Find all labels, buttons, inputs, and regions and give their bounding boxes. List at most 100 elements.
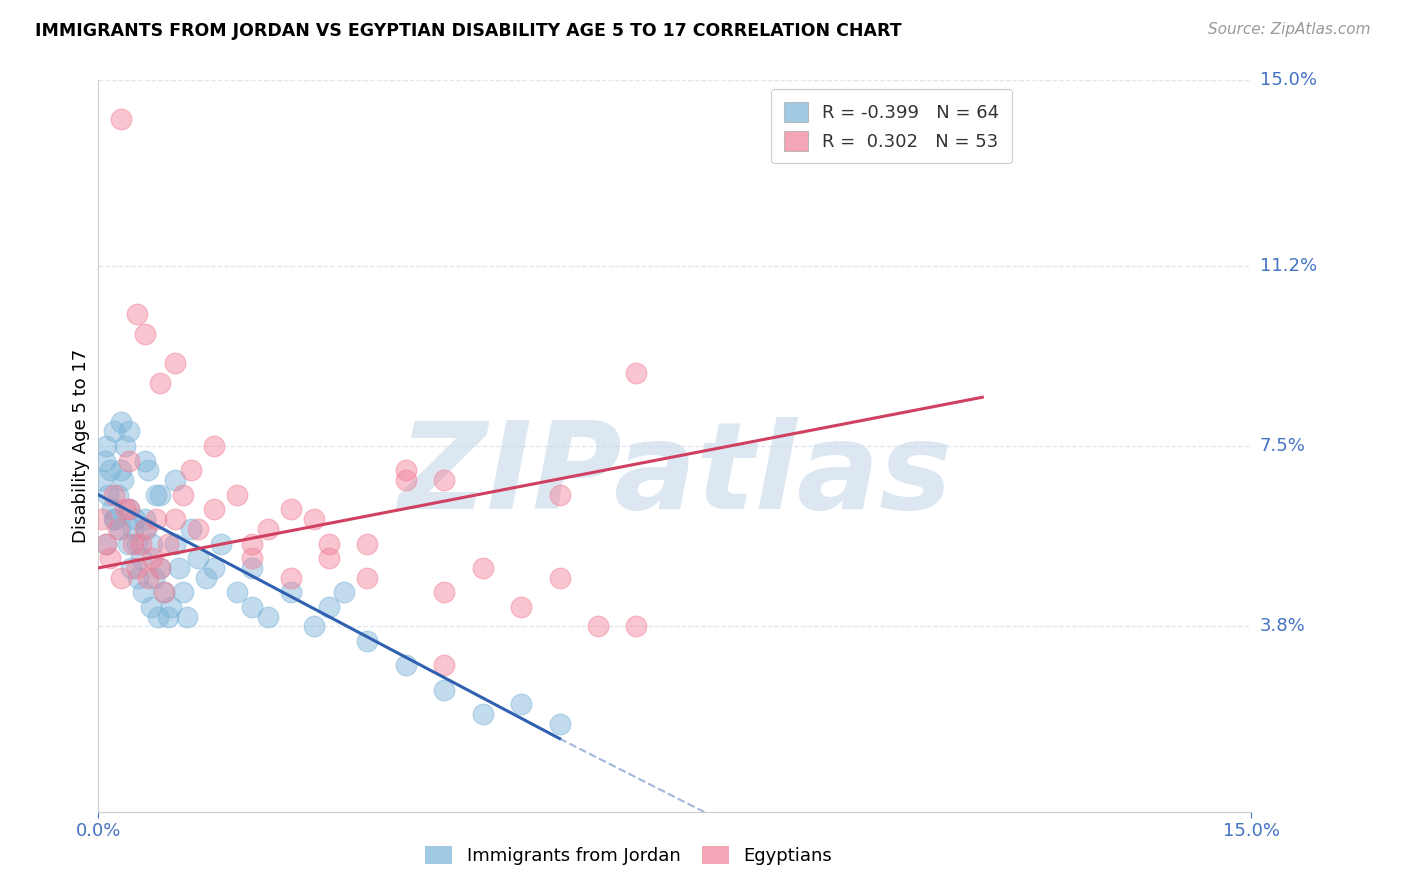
Point xyxy=(107,522,129,536)
Point xyxy=(152,585,174,599)
Point xyxy=(433,585,456,599)
Point xyxy=(225,488,247,502)
Point xyxy=(356,536,378,550)
Point xyxy=(132,585,155,599)
Point xyxy=(471,561,494,575)
Point xyxy=(103,512,125,526)
Point xyxy=(240,561,263,575)
Point xyxy=(240,551,263,566)
Point xyxy=(165,512,187,526)
Point xyxy=(118,453,141,467)
Point xyxy=(280,502,302,516)
Point xyxy=(103,425,125,439)
Point xyxy=(240,536,263,550)
Point xyxy=(209,536,232,550)
Point xyxy=(152,585,174,599)
Point xyxy=(149,488,172,502)
Point xyxy=(156,536,179,550)
Point xyxy=(129,536,152,550)
Point xyxy=(91,473,114,487)
Point xyxy=(93,453,115,467)
Point xyxy=(110,112,132,127)
Point xyxy=(318,536,340,550)
Point xyxy=(104,512,127,526)
Point xyxy=(176,609,198,624)
Point xyxy=(139,599,162,614)
Point xyxy=(107,488,129,502)
Text: 7.5%: 7.5% xyxy=(1260,437,1306,455)
Point xyxy=(280,571,302,585)
Point xyxy=(586,619,609,633)
Point xyxy=(135,522,157,536)
Point xyxy=(318,599,340,614)
Point xyxy=(124,512,146,526)
Point xyxy=(141,536,163,550)
Point xyxy=(548,488,571,502)
Point xyxy=(120,561,142,575)
Point xyxy=(94,536,117,550)
Point xyxy=(110,463,132,477)
Point xyxy=(626,619,648,633)
Point xyxy=(134,453,156,467)
Point xyxy=(118,425,141,439)
Point xyxy=(148,609,170,624)
Point xyxy=(356,634,378,648)
Point xyxy=(118,502,141,516)
Point xyxy=(149,376,172,390)
Point xyxy=(125,561,148,575)
Point xyxy=(256,609,278,624)
Point xyxy=(98,463,121,477)
Point xyxy=(202,561,225,575)
Point xyxy=(114,439,136,453)
Point xyxy=(318,551,340,566)
Point xyxy=(202,439,225,453)
Point xyxy=(165,473,187,487)
Point xyxy=(149,561,172,575)
Point xyxy=(333,585,356,599)
Point xyxy=(165,356,187,370)
Text: Source: ZipAtlas.com: Source: ZipAtlas.com xyxy=(1208,22,1371,37)
Point xyxy=(202,502,225,516)
Point xyxy=(110,571,132,585)
Point xyxy=(356,571,378,585)
Point xyxy=(433,658,456,673)
Point xyxy=(548,717,571,731)
Point xyxy=(91,512,114,526)
Point xyxy=(165,536,187,550)
Point xyxy=(134,512,156,526)
Point xyxy=(167,561,190,575)
Point xyxy=(548,571,571,585)
Point xyxy=(110,415,132,429)
Text: 15.0%: 15.0% xyxy=(1260,71,1316,89)
Point xyxy=(108,522,131,536)
Point xyxy=(114,502,136,516)
Point xyxy=(129,551,152,566)
Y-axis label: Disability Age 5 to 17: Disability Age 5 to 17 xyxy=(72,349,90,543)
Text: 3.8%: 3.8% xyxy=(1260,617,1305,635)
Point xyxy=(510,698,533,712)
Point xyxy=(433,682,456,697)
Point xyxy=(117,536,139,550)
Point xyxy=(280,585,302,599)
Point xyxy=(471,707,494,722)
Text: IMMIGRANTS FROM JORDAN VS EGYPTIAN DISABILITY AGE 5 TO 17 CORRELATION CHART: IMMIGRANTS FROM JORDAN VS EGYPTIAN DISAB… xyxy=(35,22,901,40)
Point xyxy=(111,473,134,487)
Point xyxy=(138,571,160,585)
Point xyxy=(180,463,202,477)
Point xyxy=(225,585,247,599)
Point xyxy=(256,522,278,536)
Point xyxy=(134,326,156,341)
Point xyxy=(395,463,418,477)
Text: 11.2%: 11.2% xyxy=(1260,257,1317,275)
Point xyxy=(240,599,263,614)
Point xyxy=(172,585,194,599)
Point xyxy=(122,522,145,536)
Text: ZIPatlas: ZIPatlas xyxy=(398,417,952,533)
Point xyxy=(142,571,165,585)
Point xyxy=(125,307,148,321)
Point xyxy=(145,488,167,502)
Point xyxy=(195,571,218,585)
Point xyxy=(172,488,194,502)
Point xyxy=(138,463,160,477)
Point xyxy=(125,536,148,550)
